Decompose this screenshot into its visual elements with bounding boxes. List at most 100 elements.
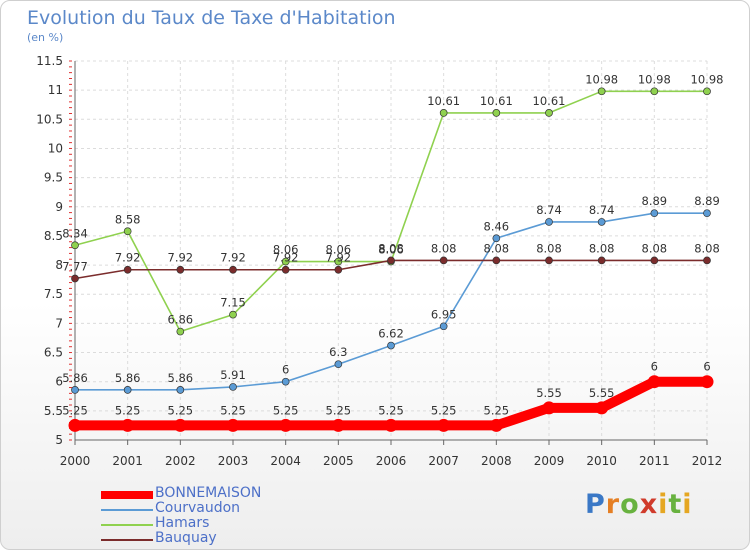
data-label-hamars: 10.98 [585,72,618,86]
data-label-bonnemaison: 6 [703,360,710,374]
y-tick-label: 10 [48,141,63,155]
data-point-courvaudon [597,218,606,226]
data-point-hamars [545,109,553,117]
x-tick-label: 2007 [428,454,459,468]
data-point-courvaudon [71,386,79,394]
data-label-bonnemaison: 5.25 [115,403,141,417]
data-point-hamars [597,87,606,96]
data-point-hamars [334,257,343,266]
data-point-bauquay [71,274,79,283]
data-point-courvaudon [123,386,132,394]
data-label-bonnemaison: 6 [651,360,658,374]
legend-label: Courvaudon [155,500,241,516]
data-label-hamars: 10.61 [427,94,460,108]
data-label-bonnemaison: 5.25 [484,403,510,417]
y-tick-label: 11 [48,83,63,97]
data-point-courvaudon [229,383,237,391]
data-point-bonnemaison [173,418,187,432]
data-label-bonnemaison: 5.25 [378,403,404,417]
data-label-courvaudon: 8.74 [536,203,562,217]
data-point-bauquay [281,265,290,274]
data-label-bonnemaison: 5.25 [220,403,246,417]
data-point-bauquay [439,256,448,265]
data-point-hamars [492,109,501,117]
data-point-courvaudon [387,341,395,350]
legend-swatch [101,509,153,511]
data-point-bauquay [176,265,185,274]
data-label-bonnemaison: 5.55 [536,386,562,400]
legend-swatch [101,524,153,526]
y-tick-label: 7.5 [44,287,63,301]
data-point-bonnemaison [226,418,240,432]
data-point-bauquay [597,256,606,265]
data-point-bonnemaison [121,418,135,432]
data-point-bauquay [387,256,395,265]
data-point-bonnemaison [384,418,398,432]
data-point-hamars [123,227,132,236]
y-tick-label: 5.5 [44,404,63,418]
data-point-courvaudon [439,322,448,331]
data-label-bauquay: 7.77 [62,259,88,273]
data-label-bauquay: 7.92 [273,251,299,265]
y-tick-label: 6 [55,375,63,389]
data-label-bauquay: 7.92 [326,251,352,265]
data-label-hamars: 10.61 [533,94,566,108]
data-point-hamars [439,109,448,117]
data-label-bauquay: 8.08 [378,241,404,255]
data-label-hamars: 8.58 [115,212,141,226]
proxiti-logo: Proxiti [585,489,693,520]
data-label-hamars: 10.98 [638,72,671,86]
data-label-courvaudon: 8.89 [694,194,720,208]
data-label-bauquay: 8.08 [484,241,510,255]
data-point-bauquay [334,265,343,274]
data-point-courvaudon [334,360,343,369]
data-label-courvaudon: 5.91 [220,368,246,382]
data-label-hamars: 8.06 [326,243,352,257]
x-tick-label: 2000 [60,454,91,468]
x-tick-label: 2006 [376,454,407,468]
data-point-courvaudon [703,209,711,218]
data-label-courvaudon: 8.74 [589,203,615,217]
data-point-bonnemaison [437,418,451,432]
data-label-bonnemaison: 5.25 [273,403,299,417]
x-tick-label: 2009 [534,454,565,468]
data-point-bauquay [123,265,132,274]
data-label-bonnemaison: 5.25 [168,403,194,417]
data-label-courvaudon: 5.86 [168,371,194,385]
data-label-bonnemaison: 5.25 [62,403,88,417]
data-label-bauquay: 7.92 [115,251,141,265]
x-tick-label: 2010 [586,454,617,468]
data-point-courvaudon [281,377,290,386]
data-label-bauquay: 7.92 [220,251,246,265]
data-point-bauquay [703,256,711,265]
data-label-bonnemaison: 5.25 [326,403,352,417]
data-label-courvaudon: 8.46 [484,219,510,233]
data-point-bonnemaison [489,418,503,432]
data-label-bauquay: 8.08 [536,241,562,255]
y-tick-label: 10.5 [36,112,63,126]
data-point-hamars [281,257,290,266]
x-tick-label: 2004 [270,454,301,468]
data-label-courvaudon: 6 [282,363,289,377]
data-point-bauquay [492,256,501,265]
legend-label: Bauquay [155,530,217,546]
legend-swatch [101,491,153,499]
data-label-bauquay: 7.92 [168,251,194,265]
data-label-courvaudon: 6.95 [431,307,457,321]
data-point-bauquay [229,265,237,274]
x-tick-label: 2005 [323,454,354,468]
y-tick-label: 9 [55,200,63,214]
data-label-bauquay: 8.08 [694,241,720,255]
data-point-courvaudon [176,386,185,394]
x-tick-label: 2011 [639,454,670,468]
data-point-bonnemaison [68,418,82,432]
data-label-bauquay: 8.08 [431,241,457,255]
chart-title: Evolution du Taux de Taxe d'Habitation [27,7,396,29]
data-point-bauquay [545,256,553,265]
data-point-bonnemaison [700,375,714,389]
data-label-courvaudon: 5.86 [115,371,141,385]
data-label-hamars: 7.15 [220,296,246,310]
y-tick-label: 11.5 [36,54,63,68]
data-label-courvaudon: 6.3 [329,345,347,359]
